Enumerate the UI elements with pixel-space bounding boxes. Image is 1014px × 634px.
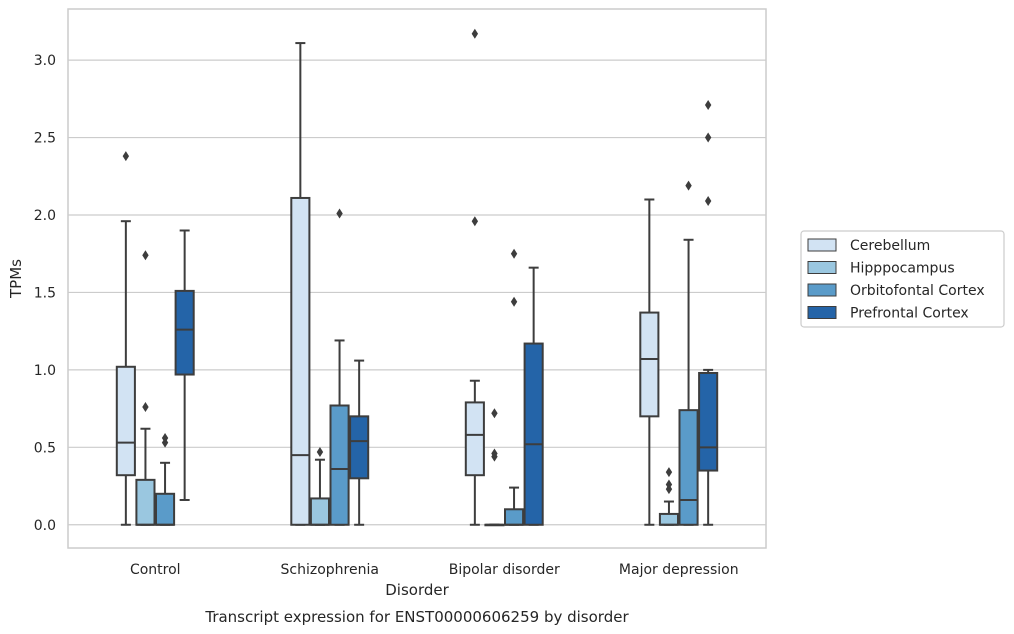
box-iqr	[658, 512, 680, 526]
outlier-point	[491, 448, 498, 459]
legend-swatch	[807, 238, 837, 252]
y-tick-labels: 0.0 0.5 1.0 1.5 2.0 2.5 3.0	[34, 53, 56, 534]
box-iqr	[504, 508, 525, 526]
outlier-point	[704, 132, 712, 143]
box-iqr	[698, 371, 719, 472]
legend-item: Orbitofontal Cortex	[807, 283, 985, 299]
chart-title: Transcript expression for ENST0000060625…	[204, 608, 629, 626]
legend-swatch	[807, 306, 837, 319]
legend-item: Prefrontal Cortex	[807, 306, 969, 322]
legend-item: Hipppocampus	[807, 261, 955, 277]
box-orbitofontal-cortex	[678, 180, 699, 526]
y-tick-label: 3.0	[34, 53, 56, 69]
y-tick-label: 2.0	[34, 208, 56, 224]
box-prefrontal-cortex	[698, 100, 719, 526]
box-orbitofontal-cortex	[504, 248, 525, 526]
outlier-point	[142, 402, 149, 413]
outlier-point	[510, 296, 518, 307]
x-tick-label: Schizophrenia	[281, 562, 379, 578]
box-iqr	[639, 311, 660, 418]
box-prefrontal-cortex	[523, 266, 544, 526]
x-tick-label: Control	[130, 562, 181, 578]
outlier-point	[704, 196, 712, 207]
legend-item: Cerebellum	[807, 238, 930, 254]
box-plots	[115, 28, 719, 527]
box-iqr	[309, 497, 330, 526]
box-hipppocampus	[658, 467, 680, 526]
box-orbitofontal-cortex	[329, 208, 350, 526]
outlier-point	[336, 208, 343, 219]
y-tick-label: 0.0	[34, 518, 56, 534]
box-iqr	[290, 196, 311, 526]
box-iqr	[349, 415, 370, 480]
box-iqr	[115, 365, 136, 477]
outlier-point	[316, 446, 324, 457]
box-iqr	[464, 401, 485, 477]
legend-frame	[800, 230, 1005, 328]
outlier-point	[665, 467, 673, 478]
x-axis-label: Disorder	[385, 581, 449, 599]
x-tick-labels: Control Schizophrenia Bipolar disorder Majo…	[130, 562, 739, 578]
legend-label: Prefrontal Cortex	[850, 306, 969, 322]
outlier-point	[161, 433, 169, 444]
box-orbitofontal-cortex	[155, 433, 176, 526]
legend-label: Hipppocampus	[850, 261, 955, 277]
plot-frame	[67, 8, 767, 549]
legend: Cerebellum Hipppocampus Orbitofontal Corte…	[800, 230, 1005, 328]
y-tick-label: 1.5	[34, 285, 56, 301]
box-iqr	[174, 289, 195, 376]
x-tick-label: Bipolar disorder	[449, 562, 560, 578]
legend-swatch	[807, 283, 837, 297]
box-iqr	[678, 409, 699, 526]
outlier-point	[510, 248, 518, 259]
outlier-point	[122, 151, 130, 162]
outlier-point	[142, 250, 149, 261]
legend-label: Cerebellum	[850, 238, 930, 254]
box-hipppocampus	[484, 408, 505, 527]
legend-swatch	[807, 261, 837, 274]
y-tick-label: 2.5	[34, 131, 56, 147]
box-prefrontal-cortex	[174, 229, 195, 501]
box-hipppocampus	[135, 250, 156, 526]
box-cerebellum	[115, 151, 136, 526]
y-tick-label: 1.0	[34, 363, 56, 379]
legend-label: Orbitofontal Cortex	[850, 283, 985, 299]
outlier-point	[704, 100, 712, 111]
box-cerebellum	[464, 28, 485, 526]
outlier-point	[685, 180, 692, 191]
box-iqr	[155, 492, 176, 526]
outlier-point	[491, 408, 498, 419]
x-tick-label: Major depression	[619, 562, 739, 578]
box-hipppocampus	[309, 446, 330, 526]
box-cerebellum	[639, 198, 660, 526]
gridlines	[68, 59, 766, 526]
y-tick-label: 0.5	[34, 440, 56, 456]
box-cerebellum	[290, 42, 311, 526]
box-prefrontal-cortex	[349, 359, 370, 526]
box-iqr	[329, 404, 350, 526]
outlier-point	[471, 28, 479, 39]
y-axis-label: TPMs	[7, 259, 25, 299]
outlier-point	[665, 479, 673, 490]
box-iqr	[523, 342, 544, 526]
outlier-point	[471, 216, 479, 227]
box-iqr	[135, 478, 156, 526]
